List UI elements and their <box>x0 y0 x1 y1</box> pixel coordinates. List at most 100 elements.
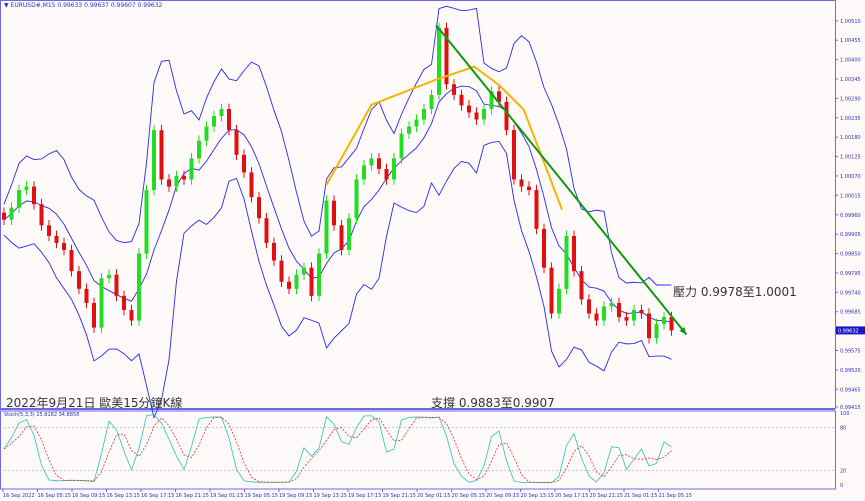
price-tick-label: 1.00015 <box>840 193 861 199</box>
stoch-level-label: 20 <box>840 469 846 475</box>
bear-candle <box>69 250 74 272</box>
bear-candle <box>332 200 336 226</box>
time-tick-label: 16 Sep 17:15 <box>141 493 174 499</box>
bull-candle <box>9 207 14 220</box>
stoch-level-label: 0 <box>840 483 843 489</box>
bear-candle <box>512 130 516 180</box>
bear-candle <box>122 295 126 310</box>
price-tick-label: 0.99850 <box>840 252 861 258</box>
stoch-signal-line <box>3 416 672 483</box>
time-tick-label: 16 Sep 21:15 <box>176 493 209 499</box>
bull-candle <box>414 119 419 127</box>
ohlc-values: 0.99633 0.99637 0.99607 0.99632 <box>57 2 163 9</box>
bear-candle <box>242 154 246 173</box>
time-tick-label: 20 Sep 01:15 <box>417 493 450 499</box>
price-tick-label: 0.99415 <box>840 405 861 411</box>
bull-candle <box>189 158 194 180</box>
stoch-level-label: 80 <box>840 425 846 431</box>
bear-candle <box>459 94 464 106</box>
main-plot-frame <box>0 0 836 409</box>
dropdown-triangle-icon[interactable]: ▼ <box>4 2 9 9</box>
bear-candle <box>624 317 629 321</box>
bear-candle <box>549 267 554 314</box>
current-price-badge <box>836 326 865 335</box>
price-tick-label: 0.99740 <box>840 290 861 296</box>
bull-candle <box>324 200 329 254</box>
stoch-level-label: 100 <box>840 411 850 417</box>
price-tick-label: 0.99520 <box>840 368 861 374</box>
bear-candle <box>309 267 314 296</box>
bull-candle <box>489 91 494 109</box>
price-tick-label: 0.99795 <box>840 271 861 277</box>
bull-candle <box>564 235 569 289</box>
bear-candle <box>444 27 449 85</box>
price-tick-label: 0.99905 <box>840 232 861 238</box>
bull-candle <box>24 186 29 191</box>
bollinger-middle-band <box>3 85 672 323</box>
bull-candle <box>557 288 561 314</box>
bull-candle <box>317 253 321 296</box>
time-tick-label: 16 Sep 05:15 <box>38 493 71 499</box>
bear-candle <box>579 271 584 300</box>
stochastic-label: Stoch(5,3,3) 25.8182 34.8858 <box>4 412 80 418</box>
bear-candle <box>504 101 509 131</box>
price-tick-label: 1.00455 <box>840 38 861 44</box>
bear-candle <box>77 271 81 289</box>
time-tick-label: 16 Sep 2022 <box>3 493 35 499</box>
bollinger-upper-band <box>3 5 672 286</box>
bull-candle <box>662 317 666 325</box>
bull-candle <box>632 309 636 321</box>
bull-candle <box>602 306 606 321</box>
stoch-main-line <box>3 414 672 484</box>
price-tick-label: 1.00125 <box>840 155 861 161</box>
bull-candle <box>609 302 614 307</box>
symbol-label: EURUSD#,M15 <box>10 2 56 9</box>
bull-candle <box>482 108 486 120</box>
trend-line <box>435 24 688 336</box>
price-tick-label: 0.99575 <box>840 349 861 355</box>
time-tick-label: 19 Sep 21:15 <box>383 493 416 499</box>
bull-candle <box>107 274 111 279</box>
bear-candle <box>227 108 231 131</box>
time-tick-label: 20 Sep 21:15 <box>590 493 623 499</box>
bull-candle <box>144 190 149 254</box>
bear-candle <box>234 130 239 155</box>
zigzag-line <box>325 65 563 210</box>
bear-candle <box>54 235 59 243</box>
price-tick-label: 0.99685 <box>840 310 861 316</box>
price-tick-label: 1.00345 <box>840 77 861 83</box>
bull-candle <box>347 218 351 251</box>
bull-candle <box>369 158 374 166</box>
bear-candle <box>572 235 576 272</box>
bear-candle <box>339 225 344 251</box>
resistance-annotation: 壓力 0.9978至1.0001 <box>673 285 797 299</box>
time-tick-label: 20 Sep 05:15 <box>452 493 485 499</box>
time-tick-label: 16 Sep 13:15 <box>107 493 140 499</box>
bear-candle <box>384 168 389 180</box>
current-price-label: 0.99632 <box>838 328 859 334</box>
bull-candle <box>422 108 426 120</box>
bear-candle <box>39 204 44 226</box>
bull-candle <box>204 126 209 141</box>
bear-candle <box>47 225 51 236</box>
price-tick-label: 1.00290 <box>840 96 861 102</box>
bear-candle <box>62 242 66 251</box>
chart-header: ▼ EURUSD#,M15 0.99633 0.99637 0.99607 0.… <box>4 2 162 9</box>
bear-candle <box>129 309 134 321</box>
bear-candle <box>32 186 36 205</box>
price-tick-label: 1.00235 <box>840 116 861 122</box>
bull-candle <box>17 190 21 208</box>
bear-candle <box>452 84 456 95</box>
bear-candle <box>114 274 119 296</box>
bear-candle <box>159 130 164 180</box>
time-tick-label: 19 Sep 05:15 <box>245 493 278 499</box>
bear-candle <box>467 105 471 113</box>
date-title-annotation: 2022年9月21日 歐美15分鐘K線 <box>6 396 183 410</box>
bull-candle <box>219 108 224 117</box>
price-tick-label: 1.00400 <box>840 58 861 64</box>
bollinger-lower-band <box>3 140 672 420</box>
bull-candle <box>429 94 434 109</box>
bull-candle <box>294 274 299 289</box>
